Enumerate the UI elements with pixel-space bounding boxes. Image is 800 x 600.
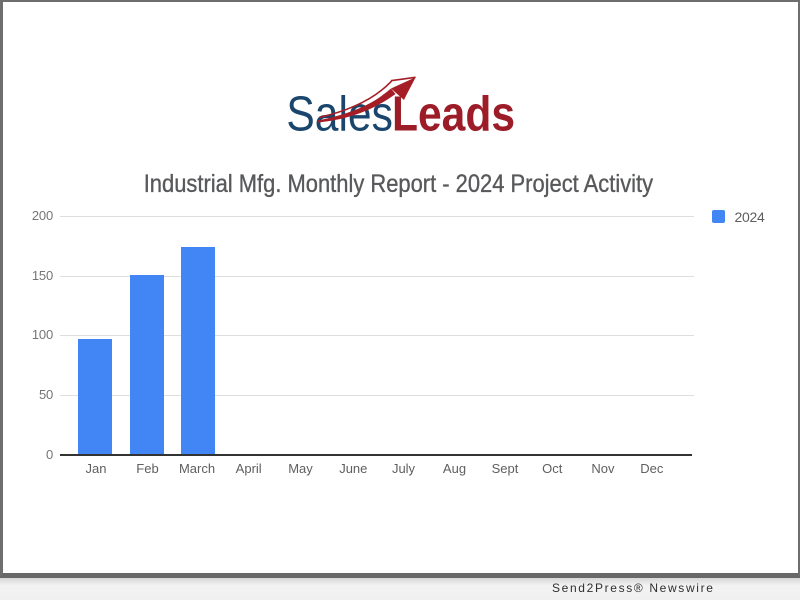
svg-text:Leads: Leads bbox=[392, 87, 515, 141]
